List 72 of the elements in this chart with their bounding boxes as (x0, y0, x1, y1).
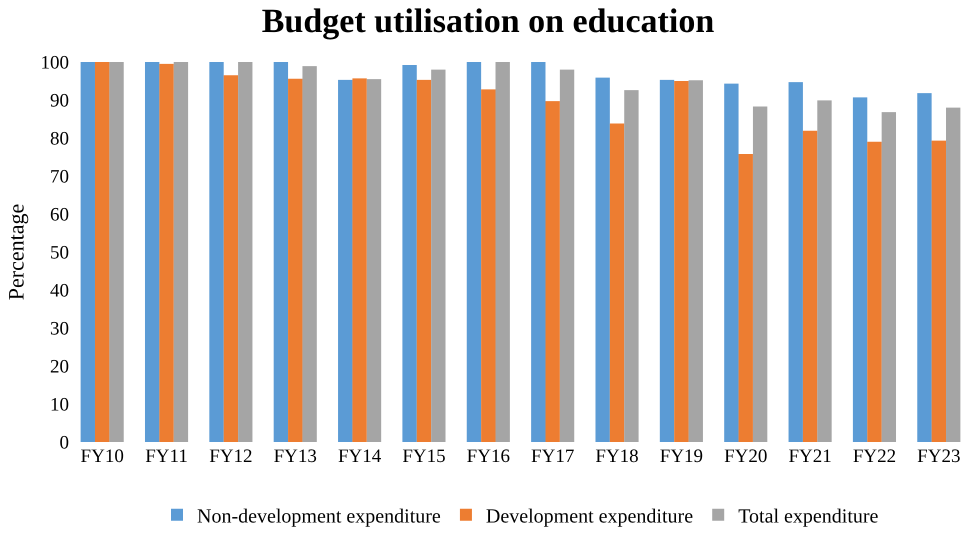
bar (817, 100, 832, 442)
bar (416, 80, 432, 442)
bar (545, 101, 560, 442)
bar (496, 62, 510, 442)
x-tick-label: FY21 (788, 446, 832, 467)
x-tick-label: FY18 (595, 446, 639, 467)
bar (946, 108, 960, 442)
y-tick-label: 0 (60, 432, 69, 454)
bar (224, 75, 238, 442)
bar (109, 62, 124, 442)
bar (352, 78, 367, 442)
bar (531, 62, 546, 442)
x-tick-label: FY17 (531, 446, 574, 467)
y-tick-label: 50 (50, 242, 69, 264)
bar (610, 124, 624, 442)
bar (94, 62, 110, 442)
bar (932, 140, 946, 442)
bar (431, 70, 446, 442)
bar (882, 112, 896, 442)
x-tick-label: FY16 (466, 446, 510, 467)
x-tick-label: FY10 (80, 446, 124, 467)
bar (788, 82, 803, 442)
x-tick-label: FY12 (209, 446, 253, 467)
y-axis-title: Percentage (3, 204, 28, 300)
y-tick-label: 20 (50, 356, 69, 378)
bar (595, 78, 610, 442)
y-tick-label: 100 (40, 52, 69, 74)
bar (852, 97, 868, 442)
x-tick-label: FY14 (338, 446, 382, 467)
bar (274, 62, 288, 442)
bar (174, 62, 188, 442)
bar (159, 64, 174, 442)
bar (366, 79, 382, 442)
bar (466, 62, 482, 442)
x-tick-label: FY23 (917, 446, 960, 467)
x-tick-label: FY22 (852, 446, 896, 467)
legend-label: Non-development expenditure (197, 506, 441, 528)
bar (80, 62, 95, 442)
x-tick-label: FY19 (660, 446, 704, 467)
legend-label: Development expenditure (486, 506, 694, 528)
y-tick-label: 80 (50, 128, 69, 150)
bar (288, 78, 302, 442)
y-tick-label: 10 (50, 394, 69, 416)
bar (209, 62, 224, 442)
bar (560, 70, 574, 442)
chart-title: Budget utilisation on education (262, 2, 714, 40)
x-tick-label: FY15 (402, 446, 446, 467)
bar (802, 130, 818, 442)
bar (738, 154, 753, 442)
bar (688, 80, 703, 442)
y-tick-label: 90 (50, 90, 69, 112)
bar (338, 80, 352, 442)
bar (917, 93, 932, 442)
bar (624, 90, 639, 442)
bar (752, 106, 768, 442)
x-tick-label: FY20 (724, 446, 768, 467)
x-tick-label: FY13 (274, 446, 317, 467)
bar (724, 84, 739, 442)
y-tick-label: 60 (50, 204, 69, 226)
bar (674, 81, 689, 442)
y-tick-label: 40 (50, 280, 69, 302)
bar (238, 62, 252, 442)
bar (402, 65, 417, 442)
legend-label: Total expenditure (738, 506, 879, 528)
bar (144, 62, 160, 442)
bar (302, 66, 317, 442)
bar (660, 80, 674, 442)
x-tick-label: FY11 (145, 446, 188, 467)
y-tick-label: 70 (50, 166, 69, 188)
bar (867, 142, 882, 442)
y-tick-label: 30 (50, 318, 69, 340)
bar (481, 89, 496, 442)
